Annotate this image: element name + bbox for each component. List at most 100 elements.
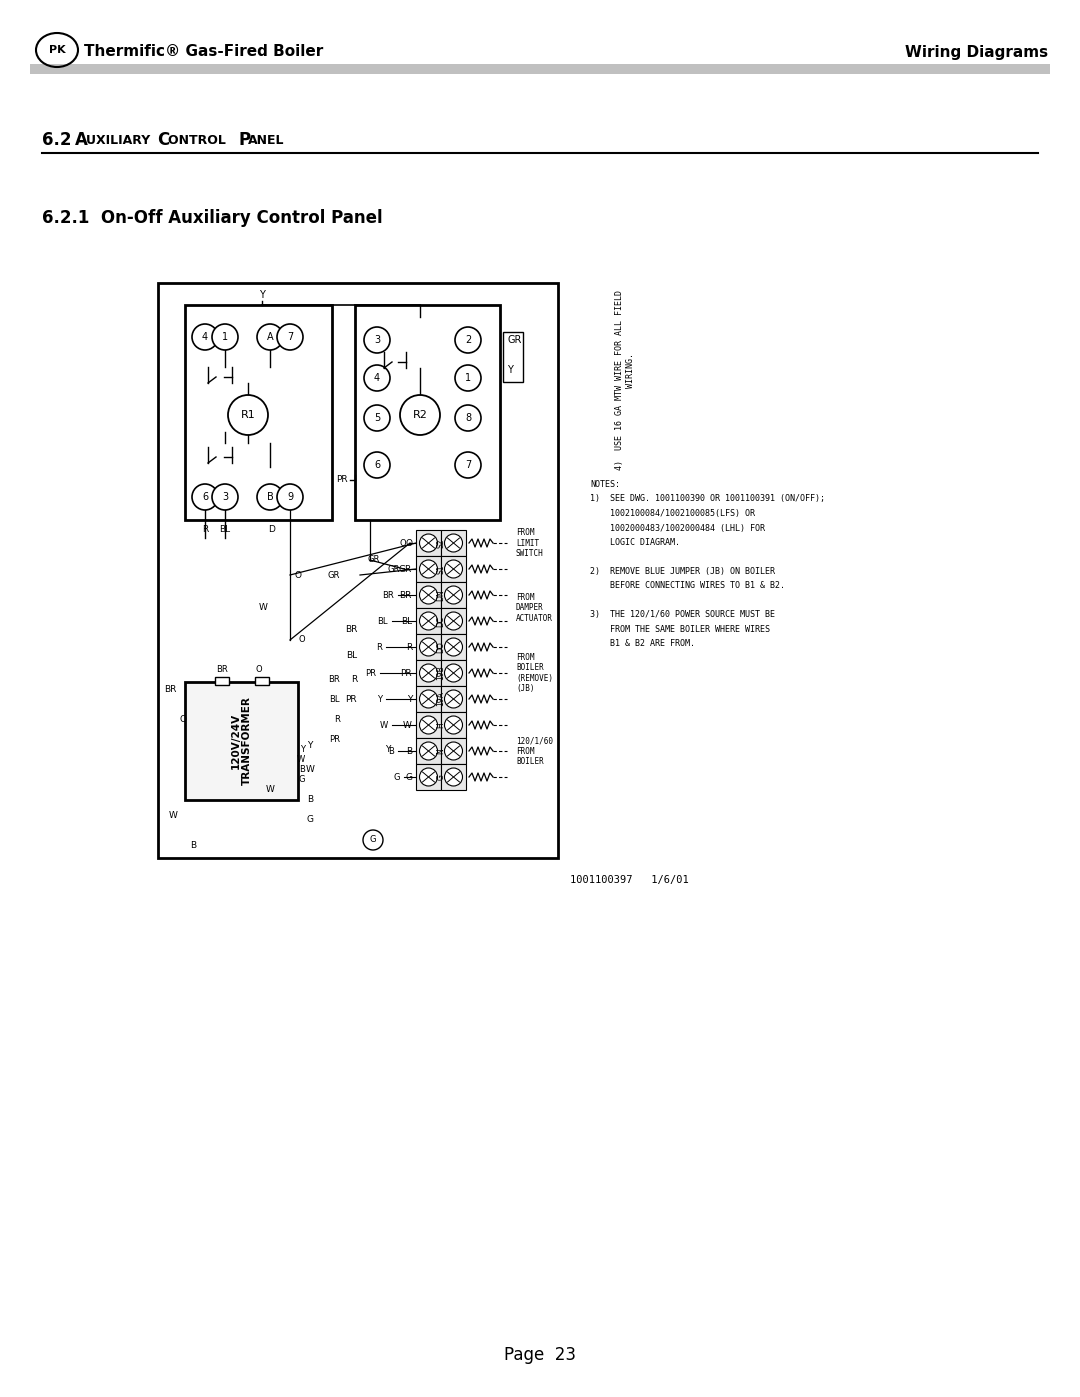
Text: D: D [269,525,275,535]
Text: 6.2: 6.2 [42,131,83,149]
Text: PR: PR [365,669,376,678]
Circle shape [419,690,437,708]
Text: BEFORE CONNECTING WIRES TO B1 & B2.: BEFORE CONNECTING WIRES TO B1 & B2. [590,581,785,591]
Text: O: O [179,715,187,725]
Text: B: B [406,746,411,756]
Circle shape [445,768,462,787]
Circle shape [445,560,462,578]
Circle shape [212,483,238,510]
Text: W: W [380,721,388,729]
Circle shape [445,585,462,604]
Text: 9: 9 [287,492,293,502]
Circle shape [276,324,303,351]
Text: W: W [168,810,177,820]
Text: Y: Y [259,291,265,300]
Circle shape [364,327,390,353]
Text: B: B [299,766,305,774]
Text: 120V/24V
TRANSFORMER: 120V/24V TRANSFORMER [231,697,253,785]
Circle shape [364,365,390,391]
Text: 1: 1 [221,332,228,342]
Text: B: B [267,492,273,502]
Text: A: A [267,332,273,342]
Text: O: O [298,636,305,644]
Circle shape [400,395,440,434]
Text: 3: 3 [374,335,380,345]
Bar [441,529,465,556]
Circle shape [257,324,283,351]
Text: 1: 1 [464,373,471,383]
Text: GR: GR [507,335,522,345]
Bar [441,634,465,659]
Text: FROM THE SAME BOILER WHERE WIRES: FROM THE SAME BOILER WHERE WIRES [590,624,770,634]
Text: C: C [157,131,170,149]
Bar [215,678,229,685]
Circle shape [455,365,481,391]
Text: PK: PK [49,45,65,54]
Text: DO: DO [436,641,446,652]
Text: B: B [388,746,394,756]
Bar [416,764,441,789]
Text: O: O [256,665,262,675]
Text: PR: PR [346,696,357,704]
Text: Page  23: Page 23 [504,1345,576,1363]
Bar [441,686,465,712]
Text: ANEL: ANEL [248,134,284,147]
Text: 1002100084/1002100085(LFS) OR: 1002100084/1002100085(LFS) OR [590,509,755,518]
Circle shape [212,324,238,351]
Text: 120/1/60
FROM
BOILER: 120/1/60 FROM BOILER [516,736,553,766]
Text: N: N [436,749,446,754]
Text: Y: Y [300,746,305,754]
Text: O: O [295,570,301,580]
Text: 1)  SEE DWG. 1001100390 OR 1001100391 (ON/OFF);: 1) SEE DWG. 1001100390 OR 1001100391 (ON… [590,495,825,503]
Text: 4: 4 [202,332,208,342]
Text: BR: BR [345,626,357,634]
Text: 3: 3 [221,492,228,502]
Text: G: G [393,773,400,781]
Text: BR: BR [328,676,340,685]
Text: GR: GR [367,556,380,564]
Text: DN: DN [436,590,446,601]
Text: Y: Y [407,694,411,704]
Circle shape [419,560,437,578]
Text: Y: Y [507,365,513,374]
Text: G: G [307,816,313,824]
Text: P: P [238,131,251,149]
Text: LOGIC DIAGRAM.: LOGIC DIAGRAM. [590,538,680,548]
Text: R: R [202,525,208,535]
Bar [441,659,465,686]
Text: 6.2.1  On-Off Auxiliary Control Panel: 6.2.1 On-Off Auxiliary Control Panel [42,210,382,226]
Circle shape [445,612,462,630]
Text: S1: S1 [436,564,446,574]
Text: BR: BR [400,591,411,599]
Circle shape [419,612,437,630]
Text: FROM
BOILER
(REMOVE)
(JB): FROM BOILER (REMOVE) (JB) [516,652,553,693]
Circle shape [455,405,481,432]
Circle shape [445,534,462,552]
Text: G: G [369,835,376,845]
Bar [441,738,465,764]
Circle shape [445,742,462,760]
Text: 3)  THE 120/1/60 POWER SOURCE MUST BE: 3) THE 120/1/60 POWER SOURCE MUST BE [590,610,775,619]
Bar [441,556,465,583]
Text: R2: R2 [413,409,428,420]
Circle shape [445,717,462,733]
Text: W: W [258,604,268,612]
Text: Y: Y [377,694,382,704]
Bar [416,529,441,556]
Bar [416,712,441,738]
Bar [416,608,441,634]
Text: R1: R1 [241,409,255,420]
Bar [158,284,558,858]
Text: R: R [351,676,357,685]
Text: BR: BR [164,686,176,694]
Text: BR: BR [216,665,228,675]
Text: 7: 7 [287,332,293,342]
Text: H: H [436,722,446,728]
Text: S2: S2 [436,538,446,548]
Text: BL: BL [329,696,340,704]
Text: BL: BL [401,616,411,626]
Bar [185,305,332,520]
Text: Y: Y [308,740,313,750]
Text: BR: BR [382,591,394,599]
Text: 2: 2 [464,335,471,345]
